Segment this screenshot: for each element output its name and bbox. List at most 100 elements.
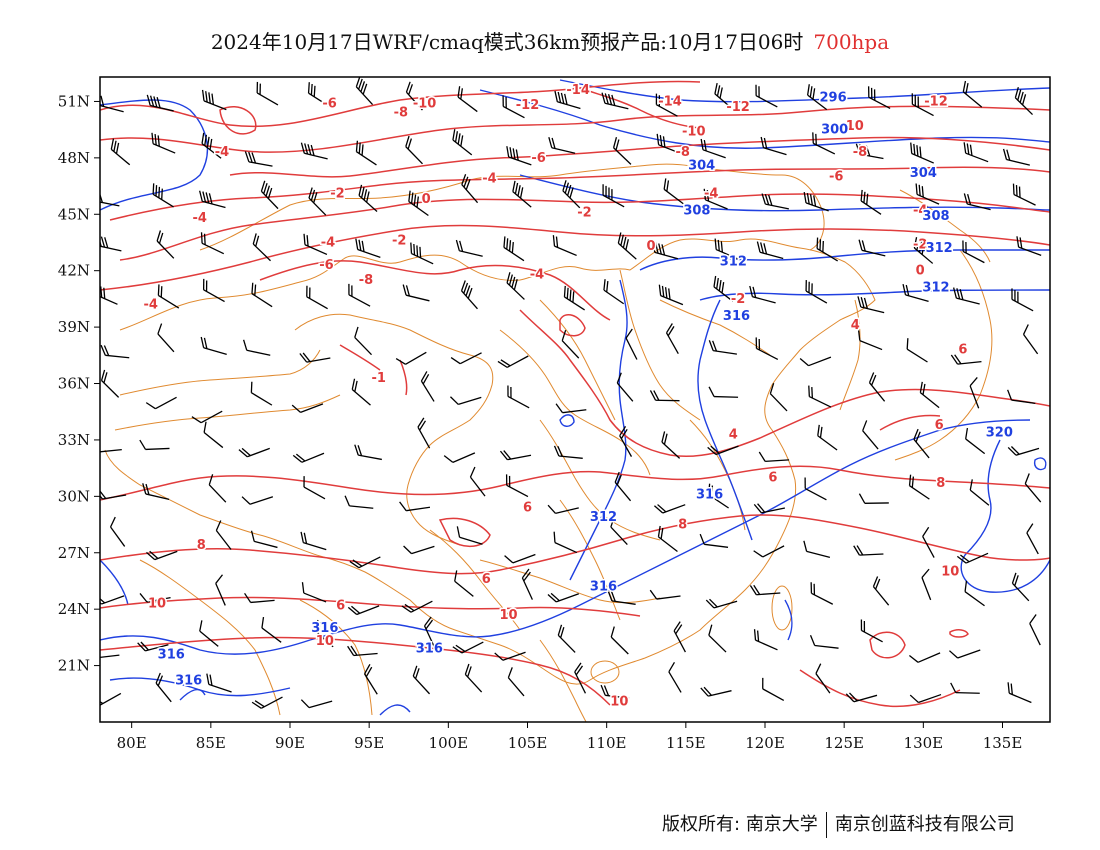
wind-barb [617,232,637,260]
wind-barb [464,663,483,693]
wind-barb [100,448,122,453]
wind-barb [412,665,431,695]
temperature-label: 4 [729,427,738,442]
wind-barb [423,616,436,648]
geopotential-label: 320 [986,425,1013,440]
wind-barb [354,326,372,356]
wind-barb [965,427,986,455]
wind-barb [625,328,638,360]
wind-barb [969,479,990,506]
lat-tick-label: 30N [58,487,90,505]
wind-barb [405,81,423,111]
temperature-label: -2 [913,237,927,252]
wind-barb [661,431,681,459]
temperature-label: -2 [330,187,344,202]
wind-barb [1007,389,1036,405]
wind-barb [758,451,790,462]
wind-barb [349,556,381,569]
wind-barb [803,540,831,558]
geopotential-label: 308 [683,204,710,219]
temperature-label: -4 [193,211,207,226]
wind-barb [100,692,122,706]
wind-barb [803,191,829,212]
wind-barb [700,138,726,159]
wind-barb [857,296,885,314]
hainan-island [590,660,620,684]
temperature-contour [869,631,906,659]
lat-tick-label: 36N [58,375,90,393]
temperature-contour [339,344,381,371]
wind-barb [557,624,576,653]
wind-barb [405,135,423,165]
wind-barb [401,600,433,613]
temperature-contour [109,166,1050,221]
footer-separator [825,812,827,838]
wind-barb [110,138,131,166]
geopotential-contour [1033,457,1047,471]
geopotential-label: 300 [821,123,848,138]
temperature-label: -10 [682,125,706,140]
temperature-label: 4 [851,318,860,333]
indochina-coast [539,639,587,722]
wind-barb [100,192,120,207]
geopotential-contour [100,559,129,606]
india-boundary [139,559,281,716]
temperature-label: -2 [731,292,745,307]
wind-barb [417,417,431,449]
wind-barb [452,641,484,654]
wind-barb [860,619,883,643]
temperature-label: -4 [913,204,927,219]
geopotential-contour [639,249,1050,271]
wind-barb [657,525,678,553]
wind-barb [503,236,525,262]
wind-barb [1011,288,1034,312]
lon-tick-label: 115E [666,734,706,752]
wind-barb [252,233,271,262]
temperature-label: -6 [319,258,333,273]
wind-barb [256,81,279,106]
temperature-label: -8 [359,273,373,288]
wind-barb [1029,614,1041,646]
temperature-label: -6 [531,151,545,166]
wind-barb [816,237,838,262]
wind-barb [952,287,980,305]
temperature-label: -14 [566,83,590,98]
temperature-label: -4 [143,298,157,313]
geopotential-contour [960,439,1050,593]
wind-barb [244,151,273,167]
temperature-label: -6 [829,170,843,185]
temperature-label: 8 [936,476,945,491]
geopotential-contour [479,89,1050,149]
wind-barb [506,146,532,166]
wind-barb [200,232,225,255]
wind-barb [395,351,427,365]
wind-barb [251,282,273,308]
wind-barb [808,385,832,408]
wind-barb [155,672,172,703]
temperature-label: -4 [321,235,335,250]
temperature-label: -12 [516,98,540,113]
province-boundary [559,499,621,621]
wind-barb [156,230,175,259]
wind-barb [964,580,985,607]
wind-barb [950,682,980,694]
wind-barb [499,450,532,461]
province-boundary [619,269,701,421]
wind-barb [301,582,327,603]
wind-barb [494,651,526,661]
temperature-label: 0 [916,264,925,279]
wind-barb [507,667,525,697]
wind-barb [714,83,734,110]
wind-barb [502,95,525,119]
wind-barb [469,466,486,497]
temperature-contour [100,465,1050,501]
wind-barb [922,526,935,558]
temperature-contour [949,629,969,638]
province-boundary [429,529,521,631]
temperature-label: -14 [658,94,682,109]
wind-barb [261,616,282,643]
lat-tick-label: 24N [58,600,90,618]
wind-barb [139,439,170,451]
wind-barb [201,89,227,111]
wind-barb [700,686,732,697]
